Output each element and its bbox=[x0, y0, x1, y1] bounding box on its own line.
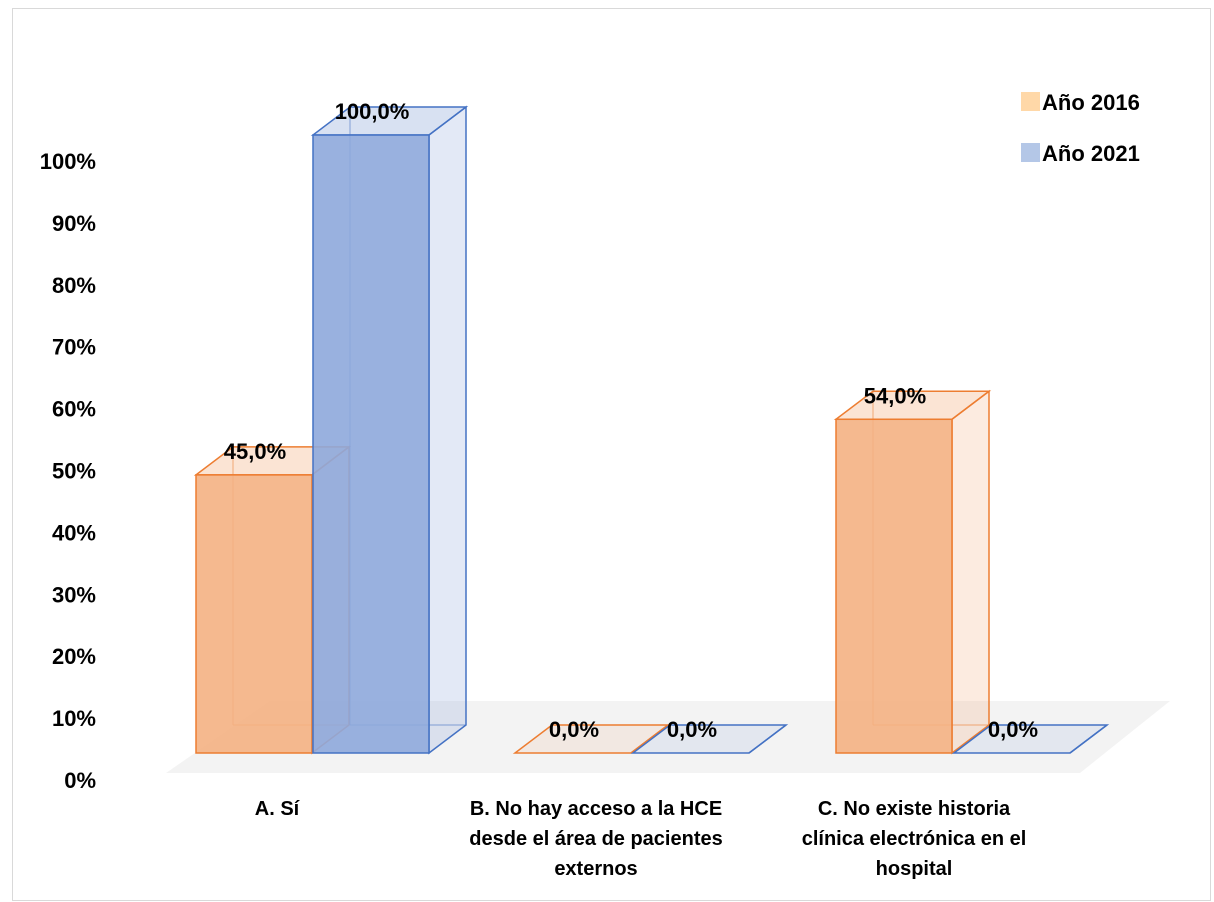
y-tick-label: 60% bbox=[52, 397, 96, 422]
y-tick-label: 40% bbox=[52, 520, 96, 545]
bar-value-label: 100,0% bbox=[335, 99, 410, 124]
bar-value-label: 0,0% bbox=[667, 717, 717, 742]
bar bbox=[312, 134, 430, 754]
x-category-label: clínica electrónica en el bbox=[802, 828, 1027, 850]
bar-top bbox=[951, 724, 1110, 754]
legend-label: Año 2016 bbox=[1042, 90, 1140, 115]
bar-side bbox=[428, 105, 467, 755]
x-category-label: C. No existe historia bbox=[818, 798, 1011, 820]
y-tick-label: 30% bbox=[52, 582, 96, 607]
y-tick-label: 10% bbox=[52, 706, 96, 731]
bar-top bbox=[630, 724, 789, 754]
legend-swatch bbox=[1021, 92, 1040, 111]
x-category-label: hospital bbox=[876, 858, 953, 880]
y-tick-label: 80% bbox=[52, 273, 96, 298]
y-tick-label: 70% bbox=[52, 335, 96, 360]
y-tick-label: 100% bbox=[40, 149, 96, 174]
legend-swatch bbox=[1021, 143, 1040, 162]
bar bbox=[195, 474, 313, 754]
x-category-label: externos bbox=[554, 858, 637, 880]
y-tick-label: 90% bbox=[52, 211, 96, 236]
bar-value-label: 54,0% bbox=[864, 383, 926, 408]
chart-frame bbox=[12, 8, 1211, 901]
bar-value-label: 0,0% bbox=[988, 717, 1038, 742]
y-tick-label: 50% bbox=[52, 459, 96, 484]
y-tick-label: 0% bbox=[64, 768, 96, 793]
bar-value-label: 45,0% bbox=[224, 439, 286, 464]
bar-value-label: 0,0% bbox=[549, 717, 599, 742]
legend-label: Año 2021 bbox=[1042, 141, 1140, 166]
bar-top bbox=[512, 724, 671, 754]
bar bbox=[835, 418, 953, 754]
x-category-label: desde el área de pacientes bbox=[469, 828, 722, 850]
y-tick-label: 20% bbox=[52, 644, 96, 669]
x-category-label: A. Sí bbox=[255, 798, 301, 820]
x-category-label: B. No hay acceso a la HCE bbox=[470, 798, 722, 820]
bar-side bbox=[951, 389, 990, 755]
